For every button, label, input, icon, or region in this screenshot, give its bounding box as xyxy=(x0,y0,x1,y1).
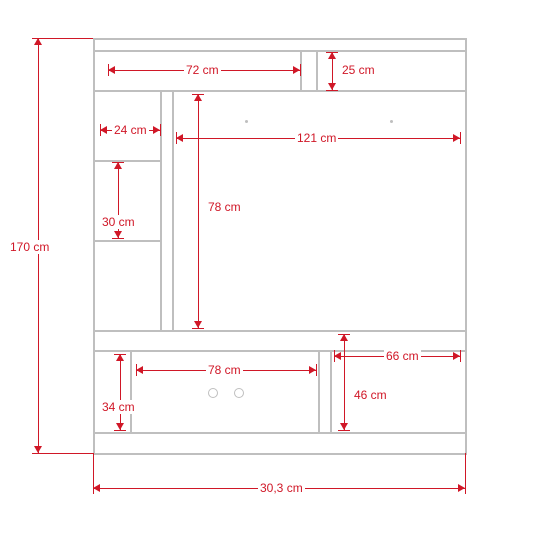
dim-arrow-u-d30 xyxy=(114,162,122,169)
dim-ext-r-d78h xyxy=(316,364,317,376)
dim-ext-r-d66 xyxy=(460,350,461,362)
cabinet-line-10 xyxy=(93,240,160,242)
dim-arrow-l-d24 xyxy=(100,126,107,134)
dim-arrow-r-d78h xyxy=(309,366,316,374)
dim-arrow-r-d24 xyxy=(153,126,160,134)
cabinet-line-12 xyxy=(318,350,320,432)
dim-label-d78h: 78 cm xyxy=(206,363,243,377)
dim-label-overall_width: 30,3 cm xyxy=(258,481,305,495)
ext-overall-w-l xyxy=(93,453,94,488)
dim-arrow-u-d78v xyxy=(194,94,202,101)
dim-label-d46: 46 cm xyxy=(352,388,389,402)
dim-ext-t-d25 xyxy=(326,52,338,53)
dim-label-d30: 30 cm xyxy=(100,215,137,229)
dim-line-d34 xyxy=(120,354,121,430)
dim-arrow-l-overall_width xyxy=(93,484,100,492)
dim-label-d34: 34 cm xyxy=(100,400,137,414)
cabinet-line-8 xyxy=(172,90,174,330)
dim-arrow-d-d30 xyxy=(114,231,122,238)
dim-arrow-u-d46 xyxy=(340,334,348,341)
dim-ext-b-d25 xyxy=(326,90,338,91)
ext-overall-h-top xyxy=(38,38,93,39)
dim-ext-l-d78h xyxy=(136,364,137,376)
dim-label-d72: 72 cm xyxy=(184,63,221,77)
dim-arrow-d-d34 xyxy=(116,423,124,430)
dim-ext-t-d34 xyxy=(114,354,126,355)
dim-label-d78v: 78 cm xyxy=(206,200,243,214)
door-knob-0 xyxy=(208,388,218,398)
cabinet-line-1 xyxy=(93,90,465,92)
dim-arrow-d-d46 xyxy=(340,423,348,430)
dim-label-d24: 24 cm xyxy=(112,123,149,137)
drawing-canvas: 170 cm 30,3 cm 72 cm 25 cm 24 cm 121 cm 78 cm 3… xyxy=(0,0,535,535)
dim-label-d25: 25 cm xyxy=(340,63,377,77)
dim-arrow-u-d34 xyxy=(116,354,124,361)
dim-arrow-l-d66 xyxy=(334,352,341,360)
dim-ext-r-d72 xyxy=(300,64,301,76)
dim-line-d46 xyxy=(344,334,345,430)
dim-arrow-u-d25 xyxy=(328,52,336,59)
dim-arrow-l-d72 xyxy=(108,66,115,74)
dim-ext-l-d72 xyxy=(108,64,109,76)
cabinet-line-11 xyxy=(130,350,132,432)
dim-ext-r-d24 xyxy=(160,124,161,136)
cabinet-line-4 xyxy=(93,432,465,434)
dim-label-overall_height: 170 cm xyxy=(8,240,51,254)
dim-arrow-l-d78h xyxy=(136,366,143,374)
cabinet-line-0 xyxy=(93,50,465,52)
cabinet-line-13 xyxy=(330,350,332,432)
dim-ext-l-d24 xyxy=(100,124,101,136)
dim-label-d66: 66 cm xyxy=(384,349,421,363)
dim-arrow-d-d78v xyxy=(194,321,202,328)
cabinet-top xyxy=(93,38,465,40)
dim-ext-r-d121 xyxy=(460,132,461,144)
cabinet-bottom xyxy=(93,453,465,455)
dim-ext-t-d78v xyxy=(192,94,204,95)
dim-ext-l-d66 xyxy=(334,350,335,362)
cabinet-line-9 xyxy=(93,160,160,162)
dim-arrow-u-overall_height xyxy=(34,38,42,45)
dim-ext-b-d46 xyxy=(338,430,350,431)
cabinet-line-2 xyxy=(93,330,465,332)
dim-ext-b-d34 xyxy=(114,430,126,431)
dim-label-d121: 121 cm xyxy=(295,131,338,145)
cabinet-left xyxy=(93,38,95,453)
mount-dot-0 xyxy=(245,120,248,123)
dim-ext-l-d121 xyxy=(176,132,177,144)
dim-arrow-l-d121 xyxy=(176,134,183,142)
dim-arrow-r-d66 xyxy=(453,352,460,360)
door-knob-1 xyxy=(234,388,244,398)
dim-ext-t-d46 xyxy=(338,334,350,335)
dim-ext-t-d30 xyxy=(112,162,124,163)
dim-arrow-r-overall_width xyxy=(458,484,465,492)
dim-ext-b-d78v xyxy=(192,328,204,329)
ext-overall-h-bot xyxy=(38,453,93,454)
mount-dot-1 xyxy=(390,120,393,123)
dim-ext-b-d30 xyxy=(112,238,124,239)
dim-line-d78v xyxy=(198,94,199,328)
dim-arrow-d-overall_height xyxy=(34,446,42,453)
cabinet-right xyxy=(465,38,467,455)
cabinet-line-6 xyxy=(316,50,318,90)
ext-overall-w-r xyxy=(465,453,466,488)
dim-arrow-d-d25 xyxy=(328,83,336,90)
dim-arrow-r-d72 xyxy=(293,66,300,74)
dim-arrow-r-d121 xyxy=(453,134,460,142)
